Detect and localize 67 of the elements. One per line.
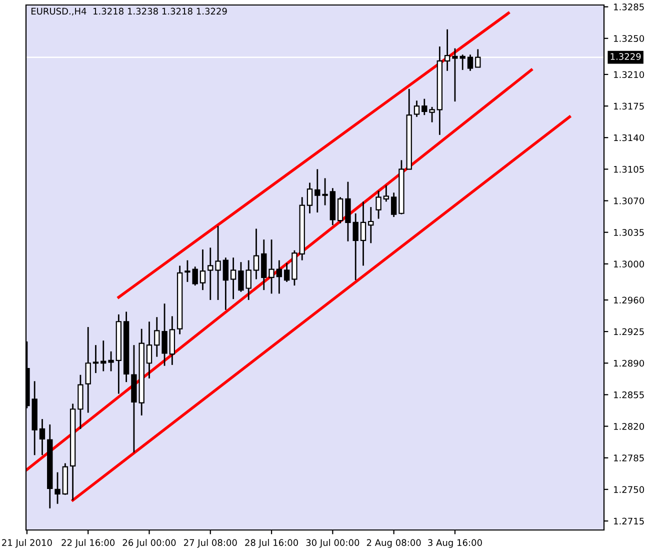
candlestick [368,206,374,244]
x-tick-label: 22 Jul 16:00 [62,539,115,548]
candlestick [54,472,60,505]
x-tick-label: 27 Jul 08:00 [184,539,237,548]
candlestick [85,326,91,414]
candlestick [184,260,190,283]
candlestick [200,248,206,291]
candlestick [268,238,274,294]
candlestick [261,238,267,291]
x-tick-label: 21 Jul 2010 [2,539,52,548]
candlestick [383,184,390,202]
candlestick [222,256,229,311]
x-tick-label: 2 Aug 08:00 [366,539,421,548]
y-tick-label: 1.2715 [614,518,644,525]
candlestick [414,100,420,118]
y-tick-label: 1.3105 [614,166,644,173]
y-tick-label: 1.3035 [614,229,644,236]
candlestick [337,196,344,224]
x-tick-label: 30 Jul 00:00 [306,539,360,548]
candlestick [192,266,198,286]
candlestick [39,418,46,456]
candlestick [208,246,214,301]
y-tick-label: 1.3000 [614,260,644,268]
y-tick-label: 1.3175 [614,102,644,110]
candlestick [460,54,466,71]
candlestick [422,98,428,116]
x-tick-label: 3 Aug 16:00 [428,539,482,548]
candlestick [306,182,313,214]
x-tick-label: 28 Jul 16:00 [245,539,298,548]
y-tick-label: 1.2820 [614,422,644,430]
candlestick [238,261,244,293]
y-tick-label: 1.3250 [614,35,644,42]
ref-line-label: 1.3229 [610,53,641,60]
y-tick-label: 1.2785 [614,454,644,462]
y-tick-label: 1.3070 [614,197,644,204]
y-tick-label: 1.2960 [614,296,644,304]
candlestick [162,302,168,367]
candlestick [360,200,366,266]
y-tick-label: 1.3210 [614,71,644,78]
candlestick [452,48,458,102]
candlestick [429,106,435,123]
y-tick-label: 1.2890 [614,360,644,367]
y-tick-label: 1.3285 [614,4,644,10]
candlestick [154,316,160,358]
candlestick [314,168,320,214]
candlestick [322,178,328,206]
candlestick [467,54,474,72]
candlestick [345,181,351,242]
candlestick [276,260,282,294]
candlestick [100,340,106,372]
y-tick-label: 1.2855 [614,391,644,398]
candlestick [390,192,397,218]
y-tick-label: 1.2925 [614,328,644,336]
candlestick [376,190,382,220]
candlestick [253,228,260,280]
candlestick [284,262,290,283]
candlestick [215,225,221,301]
y-tick-label: 1.3140 [614,134,644,142]
chart-title: EURUSD.,H4 1.3218 1.3238 1.3218 1.3229 [32,8,227,16]
candlestick [146,320,152,380]
x-tick-label: 26 Jul 00:00 [122,539,176,548]
candlestick [108,350,114,372]
candlestick [92,344,99,374]
candlestick [230,256,236,300]
candlestick [352,212,358,281]
candlestick [246,260,252,301]
y-tick-label: 1.2750 [614,486,644,493]
